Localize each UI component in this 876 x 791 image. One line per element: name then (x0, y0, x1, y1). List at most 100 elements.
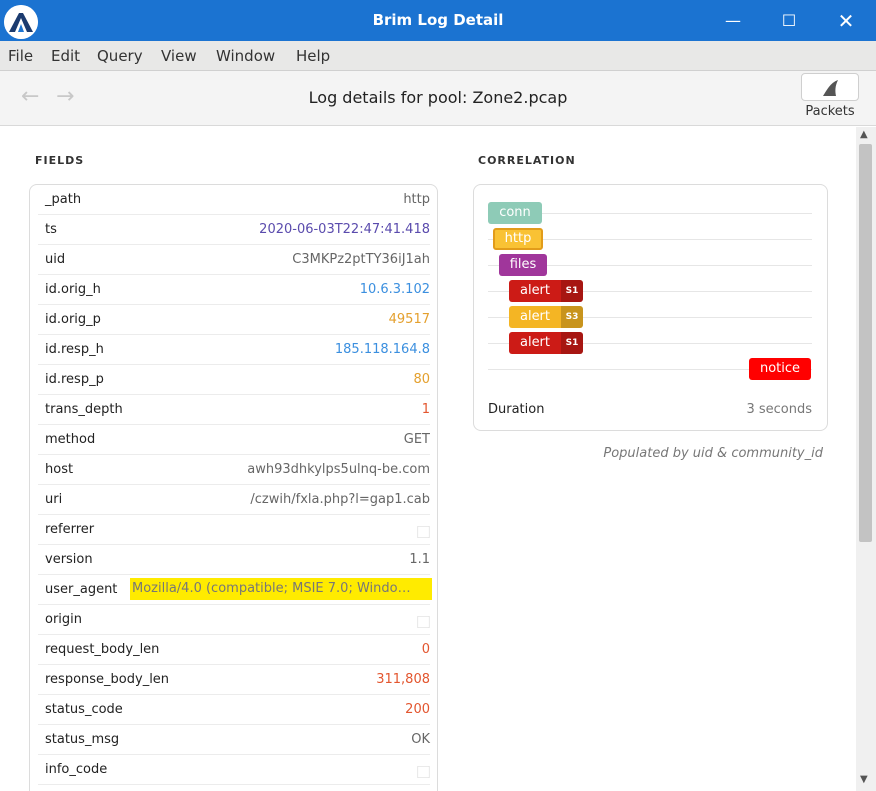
event-label: http (504, 231, 532, 246)
duration-label: Duration (488, 402, 545, 417)
packets-button[interactable] (801, 73, 859, 101)
field-value[interactable]: C3MKPz2ptTY36iJ1ah (292, 252, 430, 267)
forward-arrow-icon[interactable]: → (56, 84, 75, 109)
field-name: id.orig_p (45, 312, 101, 327)
field-name: referrer (45, 522, 95, 537)
event-label: alert (519, 335, 551, 350)
field-row[interactable]: id.resp_p 80 (38, 365, 430, 395)
fields-heading: FIELDS (35, 154, 85, 167)
field-value[interactable]: GET (403, 432, 430, 447)
timeline-line (488, 369, 812, 370)
field-row[interactable]: uri/czwih/fxla.php?l=gap1.cab (38, 485, 430, 515)
field-name: request_body_len (45, 642, 160, 657)
field-row[interactable]: _path http (38, 185, 430, 215)
field-row[interactable]: method GET (38, 425, 430, 455)
scroll-thumb[interactable] (859, 144, 872, 542)
packets-label: Packets (805, 104, 855, 119)
duration-value: 3 seconds (746, 402, 812, 417)
field-row[interactable]: origin⃞ (38, 605, 430, 635)
field-value[interactable]: Mozilla/4.0 (compatible; MSIE 7.0; Windo… (130, 578, 432, 600)
http-event-pill[interactable]: http (493, 228, 543, 250)
field-name: _path (45, 192, 82, 207)
field-row[interactable]: id.orig_p 49517 (38, 305, 430, 335)
alert-event-pill[interactable]: alert S1 (509, 332, 583, 354)
close-button[interactable]: ✕ (837, 9, 855, 33)
field-value[interactable]: OK (411, 732, 430, 747)
title-bar: Brim Log Detail — ☐ ✕ (0, 0, 876, 41)
field-row[interactable]: uid C3MKPz2ptTY36iJ1ah (38, 245, 430, 275)
field-row[interactable]: status_code 200 (38, 695, 430, 725)
field-row[interactable]: ts 2020-06-03T22:47:41.418 (38, 215, 430, 245)
field-name: method (45, 432, 96, 447)
timeline-line (488, 291, 812, 292)
field-name: ts (45, 222, 57, 237)
timeline-line (488, 213, 812, 214)
menu-help[interactable]: Help (296, 47, 331, 65)
timeline-line (488, 343, 812, 344)
files-event-pill[interactable]: files (499, 254, 547, 276)
field-value[interactable]: 185.118.164.8 (334, 342, 430, 357)
timeline-line (488, 265, 812, 266)
severity-badge: S1 (561, 332, 583, 354)
maximize-button[interactable]: ☐ (781, 11, 797, 30)
event-label: alert (519, 309, 551, 324)
field-value[interactable]: /czwih/fxla.php?l=gap1.cab (250, 492, 430, 507)
field-value[interactable]: 0 (421, 642, 430, 657)
field-value[interactable]: 1.1 (409, 552, 430, 567)
field-row[interactable]: user_agent Mozilla/4.0 (compatible; MSIE … (38, 575, 432, 605)
conn-event-pill[interactable]: conn (488, 202, 542, 224)
field-name: user_agent (45, 582, 118, 597)
window-title: Brim Log Detail (372, 11, 504, 29)
field-name: status_code (45, 702, 123, 717)
severity-badge: S3 (561, 306, 583, 328)
field-value[interactable]: 1 (421, 402, 430, 417)
menu-edit[interactable]: Edit (51, 47, 81, 65)
field-value[interactable]: http (403, 192, 430, 207)
minimize-button[interactable]: — (725, 11, 741, 30)
correlation-panel: Duration 3 seconds conn http files alert S1 a… (473, 184, 828, 431)
menu-window[interactable]: Window (216, 47, 276, 65)
alert-event-pill[interactable]: alert S3 (509, 306, 583, 328)
event-label: alert (519, 283, 551, 298)
vertical-scrollbar[interactable]: ▲ ▼ (856, 127, 876, 791)
field-value[interactable]: 49517 (388, 312, 430, 327)
field-row[interactable]: id.orig_h 10.6.3.102 (38, 275, 430, 305)
correlation-note: Populated by uid & community_id (603, 446, 823, 461)
field-name: response_body_len (45, 672, 170, 687)
correlation-heading: CORRELATION (478, 154, 576, 167)
log-detail-content: FIELDS CORRELATION _path http ts 2020-06-03… (0, 127, 856, 791)
page-title: Log details for pool: Zone2.pcap (308, 88, 568, 107)
field-row[interactable]: trans_depth 1 (38, 395, 430, 425)
field-value[interactable]: 80 (413, 372, 430, 387)
field-row[interactable]: id.resp_h 185.118.164.8 (38, 335, 430, 365)
scroll-down-arrow-icon[interactable]: ▼ (860, 774, 868, 785)
field-name: id.resp_p (45, 372, 104, 387)
severity-badge: S1 (561, 280, 583, 302)
field-row[interactable]: version 1.1 (38, 545, 430, 575)
timeline-line (488, 239, 812, 240)
field-row[interactable]: host awh93dhkylps5ulnq-be.com (38, 455, 430, 485)
fields-panel: _path http ts 2020-06-03T22:47:41.418 uid C3M… (29, 184, 438, 791)
field-name: id.resp_h (45, 342, 104, 357)
field-row[interactable]: request_body_len 0 (38, 635, 430, 665)
menu-view[interactable]: View (161, 47, 197, 65)
scroll-up-arrow-icon[interactable]: ▲ (860, 129, 868, 140)
field-name: trans_depth (45, 402, 123, 417)
field-row[interactable]: referrer⃞ (38, 515, 430, 545)
notice-event-pill[interactable]: notice (749, 358, 811, 380)
field-value[interactable]: 200 (405, 702, 430, 717)
field-value[interactable]: 10.6.3.102 (359, 282, 430, 297)
menu-query[interactable]: Query (97, 47, 143, 65)
field-row[interactable]: info_code⃞ (38, 755, 430, 785)
field-value[interactable]: 311,808 (376, 672, 430, 687)
alert-event-pill[interactable]: alert S1 (509, 280, 583, 302)
field-value[interactable]: 2020-06-03T22:47:41.418 (259, 222, 430, 237)
back-arrow-icon[interactable]: ← (21, 84, 40, 109)
field-row[interactable]: response_body_len 311,808 (38, 665, 430, 695)
field-row[interactable]: status_msg OK (38, 725, 430, 755)
field-value[interactable]: awh93dhkylps5ulnq-be.com (247, 462, 430, 477)
field-name: id.orig_h (45, 282, 101, 297)
field-name: host (45, 462, 74, 477)
event-label: files (509, 257, 537, 272)
menu-file[interactable]: File (8, 47, 34, 65)
